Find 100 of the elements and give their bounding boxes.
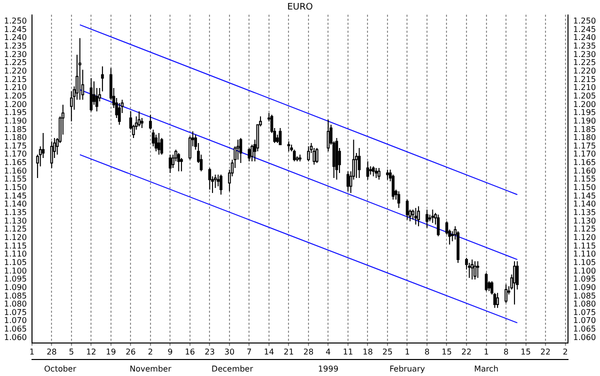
y2-tick-label: 1.120: [573, 232, 596, 242]
y2-tick-label: 1.150: [573, 183, 596, 192]
y2-tick-label: 1.060: [573, 332, 596, 342]
y2-tick-label: 1.205: [573, 91, 596, 100]
x-tick-label: 21: [284, 348, 294, 357]
y2-tick-label: 1.220: [573, 66, 596, 76]
x-tick-label: 15: [520, 348, 531, 357]
y2-tick-label: 1.225: [573, 58, 596, 68]
x-tick-label: 8: [424, 348, 430, 357]
y-tick-label: 1.105: [4, 258, 27, 267]
y-tick-label: 1.190: [4, 116, 27, 126]
x-tick-label: 16: [184, 348, 196, 357]
y-tick-label: 1.135: [4, 208, 27, 218]
y-tick-label: 1.235: [4, 42, 27, 51]
y2-tick-label: 1.235: [573, 42, 596, 51]
x-tick-label: 7: [246, 348, 252, 357]
y2-tick-label: 1.160: [573, 166, 596, 176]
x-tick-label: 9: [168, 348, 173, 357]
y2-tick-label: 1.155: [573, 174, 596, 184]
x-tick-label: 23: [204, 348, 215, 357]
y-tick-label: 1.080: [4, 300, 27, 309]
y2-tick-label: 1.185: [573, 124, 596, 134]
y-tick-label: 1.230: [4, 50, 27, 59]
y-tick-label: 1.180: [4, 133, 27, 142]
y2-tick-label: 1.170: [573, 150, 596, 159]
y-tick-label: 1.240: [4, 33, 27, 42]
x-tick-label: 28: [303, 348, 314, 357]
y-tick-label: 1.165: [4, 158, 27, 168]
x-tick-label: 26: [126, 348, 136, 357]
y-tick-label: 1.145: [4, 191, 27, 200]
x2-tick-label: 1999: [318, 364, 338, 374]
y2-tick-label: 1.130: [573, 216, 596, 226]
x2-tick-label: October: [44, 364, 77, 374]
x-tick-label: 12: [86, 348, 96, 357]
y2-tick-label: 1.075: [573, 308, 596, 317]
x-tick-label: 22: [540, 348, 551, 357]
x2-tick-label: December: [212, 364, 254, 374]
y-tick-label: 1.140: [4, 200, 27, 209]
x-tick-label: 1: [29, 348, 34, 357]
y-tick-label: 1.095: [4, 274, 27, 284]
x-tick-label: 2: [148, 348, 153, 357]
y2-tick-label: 1.195: [573, 108, 596, 118]
x-tick-label: 1: [484, 348, 489, 357]
y2-tick-label: 1.105: [573, 258, 596, 267]
y2-tick-label: 1.165: [573, 158, 596, 168]
y-tick-label: 1.115: [4, 241, 27, 250]
y-tick-label: 1.200: [4, 100, 27, 109]
x-tick-label: 4: [326, 348, 331, 357]
y-tick-label: 1.070: [4, 316, 27, 326]
y2-tick-label: 1.135: [573, 208, 596, 218]
x-tick-label: 28: [46, 348, 57, 357]
y-tick-label: 1.250: [4, 16, 27, 26]
x-tick-label: 5: [68, 348, 74, 357]
y2-tick-label: 1.240: [573, 33, 596, 42]
y-tick-label: 1.215: [4, 74, 27, 84]
y-tick-label: 1.160: [4, 166, 27, 176]
y-tick-label: 1.225: [4, 58, 27, 68]
y-tick-label: 1.125: [4, 224, 27, 234]
y-tick-label: 1.175: [4, 141, 27, 150]
x-tick-label: 18: [362, 348, 373, 357]
y-tick-label: 1.220: [4, 66, 27, 76]
y-tick-label: 1.085: [4, 291, 27, 300]
y-tick-label: 1.155: [4, 174, 27, 184]
y2-tick-label: 1.200: [573, 100, 596, 109]
x-tick-label: 25: [382, 348, 393, 357]
y2-tick-label: 1.190: [573, 116, 596, 126]
y2-tick-label: 1.145: [573, 191, 596, 200]
y2-tick-label: 1.245: [573, 24, 596, 34]
y-tick-label: 1.060: [4, 332, 27, 342]
y-tick-label: 1.100: [4, 266, 27, 276]
y2-tick-label: 1.065: [573, 324, 596, 334]
y-tick-label: 1.205: [4, 91, 27, 100]
y-tick-label: 1.170: [4, 150, 27, 159]
x-tick-label: 2: [562, 348, 568, 357]
y-tick-label: 1.245: [4, 24, 27, 34]
y-tick-label: 1.130: [4, 216, 27, 226]
y-tick-label: 1.110: [4, 250, 27, 259]
y-tick-label: 1.150: [4, 183, 27, 192]
y2-tick-label: 1.175: [573, 141, 596, 150]
x2-tick-label: March: [474, 364, 498, 374]
y2-tick-label: 1.095: [573, 274, 596, 284]
y2-tick-label: 1.090: [573, 282, 596, 292]
y2-tick-label: 1.215: [573, 74, 596, 84]
y-tick-label: 1.075: [4, 308, 27, 317]
x-tick-label: 30: [224, 348, 235, 357]
x2-tick-label: November: [130, 364, 172, 374]
y2-tick-label: 1.125: [573, 224, 596, 234]
y2-tick-label: 1.115: [573, 241, 596, 250]
x-tick-label: 15: [442, 348, 452, 357]
x2-tick-label: February: [390, 364, 426, 374]
x-tick-label: 8: [503, 348, 509, 357]
y2-tick-label: 1.230: [573, 50, 596, 59]
y2-tick-label: 1.210: [573, 83, 596, 92]
y-tick-label: 1.195: [4, 108, 27, 118]
y2-tick-label: 1.180: [573, 133, 596, 142]
x-tick-label: 11: [342, 348, 354, 357]
y2-tick-label: 1.085: [573, 291, 596, 300]
y2-tick-label: 1.140: [573, 200, 596, 209]
x-tick-label: 1: [404, 348, 410, 357]
y-tick-label: 1.065: [4, 324, 27, 334]
